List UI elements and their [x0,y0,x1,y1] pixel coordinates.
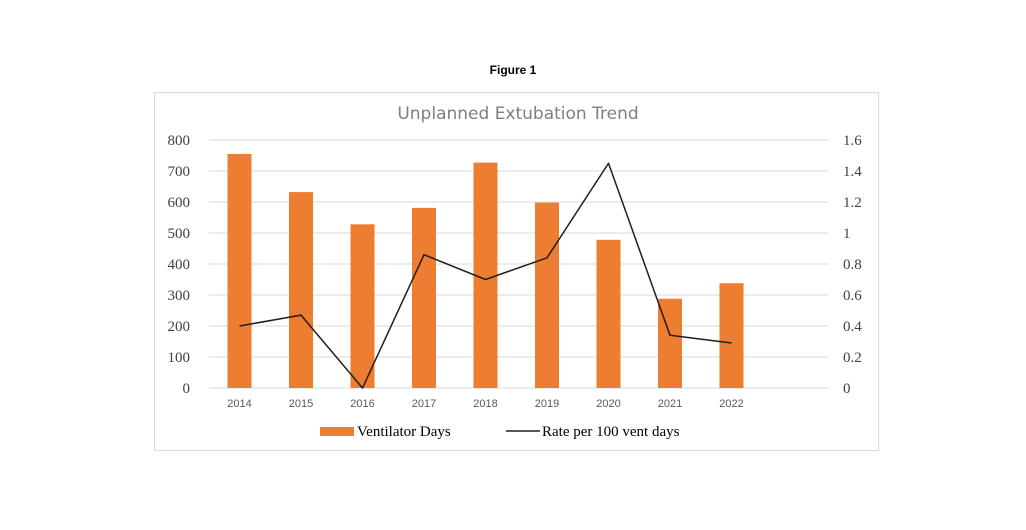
bar [412,207,436,388]
right-axis-tick-label: 0 [843,381,851,397]
bar [227,153,252,388]
left-axis-tick-label: 500 [168,226,191,242]
left-axis-tick-label: 0 [183,381,191,397]
legend-swatch-bar [320,427,354,436]
x-axis-ticks: 2014 2015 2016 2017 2018 2019 2020 2021 2022 [227,398,743,410]
x-axis-tick-label: 2014 [227,398,251,410]
legend-label-line: Rate per 100 vent days [542,424,680,440]
left-axis-tick-label: 800 [168,133,191,149]
x-axis-tick-label: 2015 [289,398,313,410]
right-axis-tick-label: 0.6 [843,288,862,304]
right-axis-tick-label: 1.6 [843,133,862,149]
chart-title: Unplanned Extubation Trend [397,104,638,124]
left-axis-tick-label: 100 [168,350,191,366]
left-axis-tick-label: 600 [168,195,191,211]
legend-label-bar: Ventilator Days [357,424,451,440]
bar [289,192,313,388]
left-axis-tick-label: 200 [168,319,191,335]
right-axis-tick-label: 0.4 [843,319,862,335]
left-axis-tick-label: 700 [168,164,191,180]
x-axis-tick-label: 2018 [473,398,497,410]
chart-frame [154,92,879,451]
left-axis-ticks: 0 100 200 300 400 500 600 700 800 [168,133,191,397]
line-series [239,162,732,389]
x-axis-tick-label: 2022 [719,398,743,410]
bar [719,283,744,388]
bar [350,224,375,388]
x-axis-tick-label: 2020 [596,398,620,410]
x-axis-tick-label: 2019 [535,398,559,410]
right-axis-ticks: 0 0.2 0.4 0.6 0.8 1 1.2 1.4 1.6 [843,133,862,397]
left-axis-tick-label: 300 [168,288,191,304]
x-axis-tick-label: 2016 [350,398,374,410]
right-axis-tick-label: 1.4 [843,164,862,180]
right-axis-tick-label: 1.2 [843,195,862,211]
right-axis-tick-label: 0.8 [843,257,862,273]
right-axis-tick-label: 1 [843,226,851,242]
right-axis-tick-label: 0.2 [843,350,862,366]
x-axis-tick-label: 2021 [658,398,682,410]
figure-label: Figure 1 [489,63,537,77]
bar [535,202,559,388]
bar [473,162,498,388]
bar-series [227,153,744,388]
legend: Ventilator Days Rate per 100 vent days [320,424,680,440]
left-axis-tick-label: 400 [168,257,191,273]
x-axis-tick-label: 2017 [412,398,436,410]
bar [596,239,621,388]
